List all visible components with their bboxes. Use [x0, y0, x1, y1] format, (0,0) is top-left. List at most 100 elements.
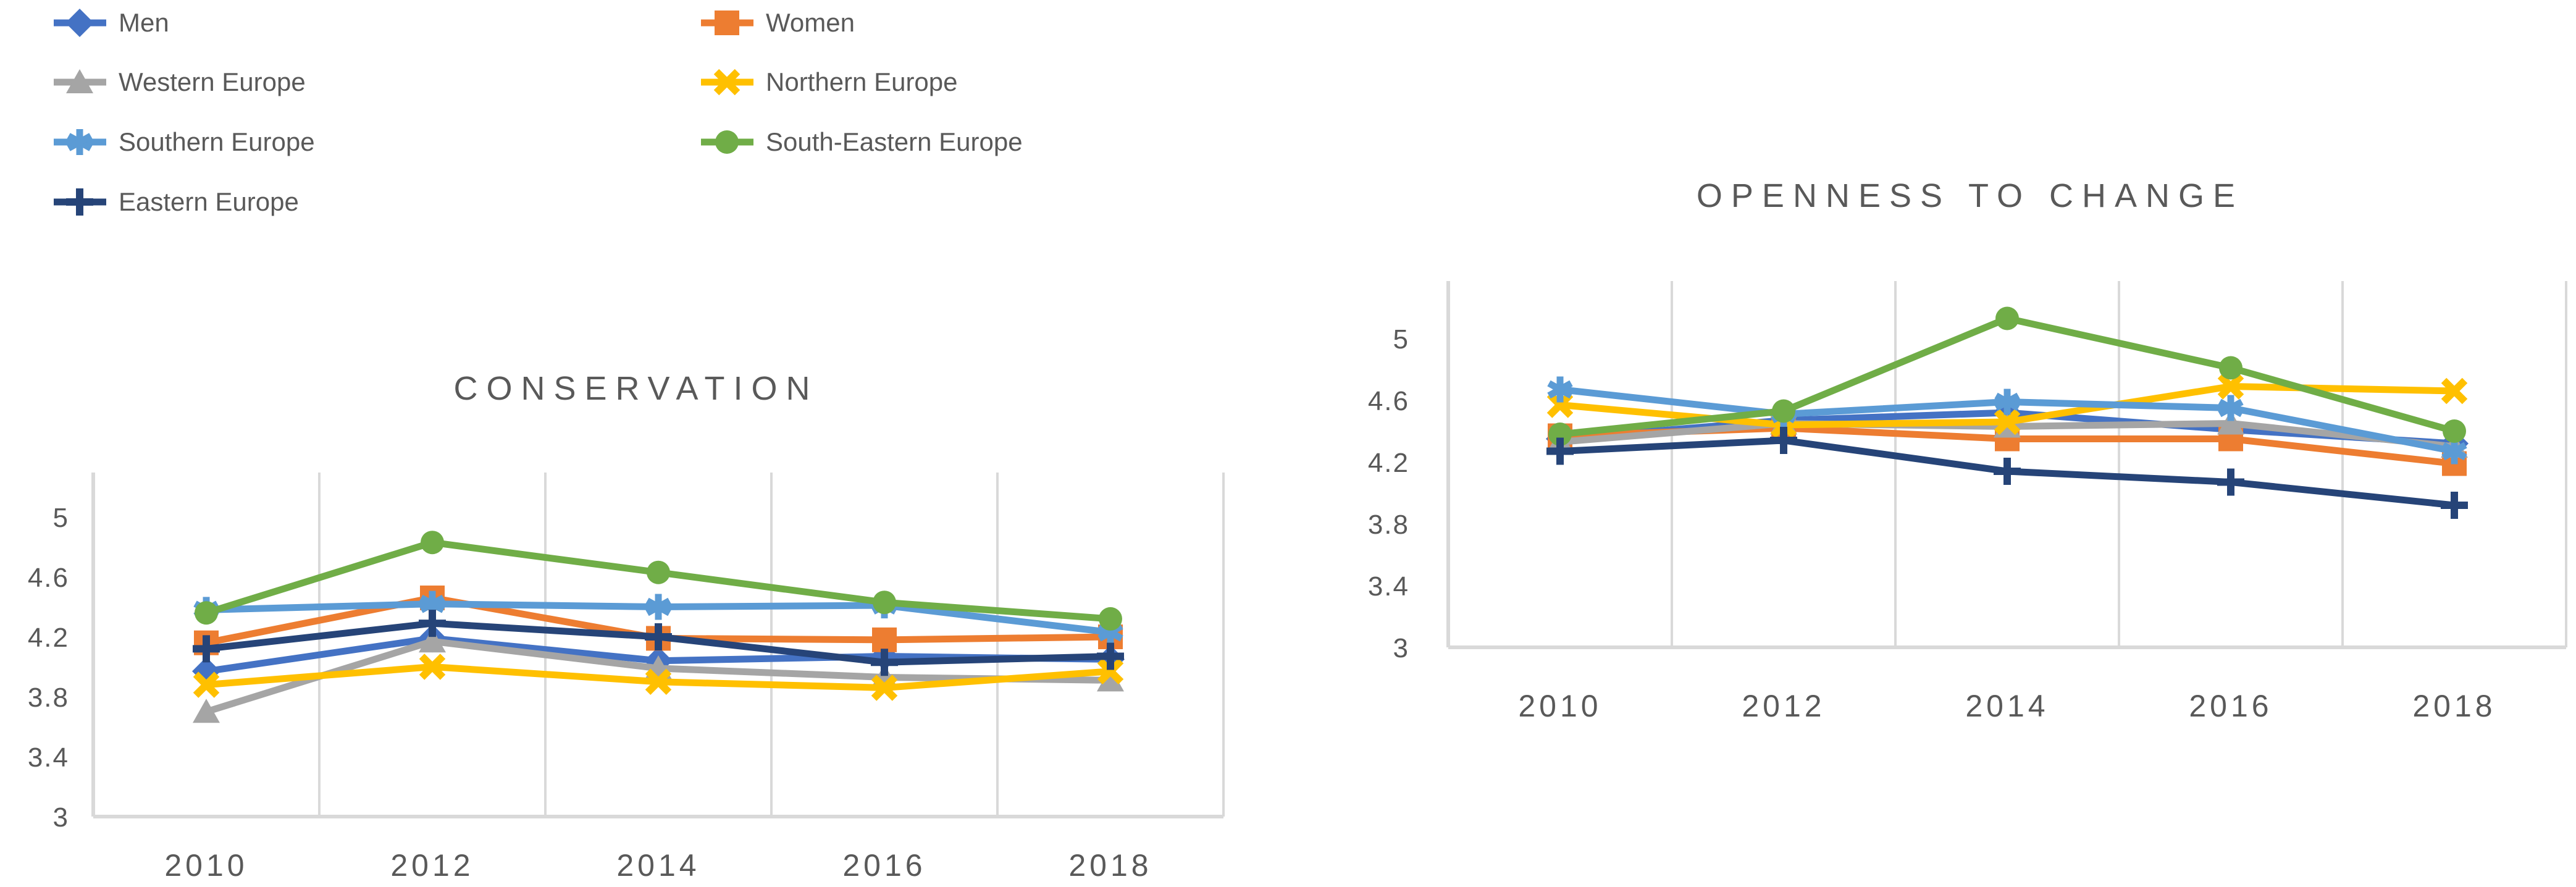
x-tick-label: 2014 — [1965, 689, 2049, 723]
y-tick-labels: 3 3.4 3.8 4.2 4.6 5 — [28, 503, 69, 833]
asterisk-marker-icon — [1547, 376, 1573, 403]
conservation-chart: 3 3.4 3.8 4.2 4.6 5 2010 2012 2014 2016 2018 — [28, 473, 1225, 883]
plus-marker-icon — [2217, 468, 2244, 496]
legend-item-women: Women — [697, 7, 855, 38]
circle-marker-icon — [195, 601, 218, 625]
x-marker-icon — [419, 654, 446, 680]
x-marker-icon — [2217, 373, 2244, 400]
legend-key-western-europe — [54, 69, 106, 93]
legend-key-southern-europe — [54, 129, 106, 155]
legend-label: Western Europe — [119, 67, 306, 96]
plus-marker-icon — [1546, 437, 1574, 465]
circle-marker-icon — [1548, 422, 1572, 446]
circle-marker-icon — [2443, 419, 2466, 443]
x-tick-labels: 2010 2012 2014 2016 2018 — [1518, 689, 2496, 723]
x-marker-icon — [1097, 658, 1124, 685]
openness-chart-title: OPENNESS TO CHANGE — [1696, 177, 2244, 214]
x-tick-label: 2012 — [1742, 689, 1825, 723]
legend-item-southern-europe: Southern Europe — [49, 127, 315, 158]
plus-marker-icon — [66, 188, 93, 216]
y-tick-label: 4.2 — [1368, 448, 1409, 478]
circle-marker-icon — [647, 560, 670, 584]
y-tick-label: 3 — [1393, 633, 1409, 663]
x-tick-label: 2018 — [2412, 689, 2496, 723]
y-tick-label: 5 — [1393, 324, 1409, 355]
series-eastern-europe — [193, 610, 1124, 676]
y-tick-label: 3 — [53, 802, 69, 833]
plus-marker-icon — [1994, 458, 2021, 485]
y-tick-label: 5 — [53, 503, 69, 533]
plus-marker-icon — [1770, 427, 1797, 454]
plus-marker-icon — [1097, 642, 1124, 670]
y-tick-label: 3.8 — [1368, 510, 1409, 540]
plus-marker-icon — [2441, 492, 2468, 519]
plus-marker-icon — [193, 635, 220, 663]
x-tick-label: 2018 — [1068, 848, 1152, 883]
circle-marker-icon — [715, 130, 739, 154]
triangle-marker-icon — [66, 69, 93, 93]
x-marker-icon — [713, 69, 740, 96]
legend-key-men — [54, 9, 106, 37]
triangle-marker-icon — [1097, 667, 1124, 692]
plus-marker-icon — [871, 649, 898, 676]
y-tick-label: 3.8 — [28, 683, 69, 713]
legend-label: Women — [766, 8, 855, 37]
gridlines — [1671, 281, 2567, 647]
legend-item-eastern-europe: Eastern Europe — [49, 187, 299, 217]
y-tick-label: 4.6 — [28, 563, 69, 593]
plus-marker-icon — [645, 623, 672, 650]
circle-marker-icon — [1995, 306, 2019, 330]
axes — [91, 473, 1223, 818]
x-marker-icon — [193, 671, 220, 698]
axes — [1446, 281, 2566, 649]
y-tick-label: 4.6 — [1368, 386, 1409, 416]
series-eastern-europe — [1546, 427, 2468, 519]
legend-label: Men — [119, 8, 169, 37]
square-marker-icon — [715, 11, 739, 35]
legend-key-south-eastern-europe — [701, 130, 753, 154]
plus-marker-icon — [419, 610, 446, 637]
x-tick-label: 2016 — [842, 848, 926, 883]
circle-marker-icon — [1772, 399, 1795, 423]
x-tick-labels: 2010 2012 2014 2016 2018 — [164, 848, 1152, 883]
legend-item-south-eastern-europe: South-Eastern Europe — [697, 127, 1023, 158]
legend-item-northern-europe: Northern Europe — [697, 67, 958, 98]
asterisk-marker-icon — [1994, 389, 2020, 415]
circle-marker-icon — [2219, 356, 2242, 380]
x-marker-icon — [1546, 392, 1574, 418]
triangle-marker-icon — [419, 628, 446, 653]
circle-marker-icon — [1099, 607, 1122, 631]
legend-item-men: Men — [49, 7, 169, 38]
legend-label: South-Eastern Europe — [766, 127, 1023, 156]
openness-to-change-chart: 3 3.4 3.8 4.2 4.6 5 2010 2012 2014 2016 2018 — [1368, 281, 2567, 723]
circle-marker-icon — [873, 591, 896, 615]
x-tick-label: 2012 — [390, 848, 474, 883]
legend-item-western-europe: Western Europe — [49, 67, 306, 98]
asterisk-marker-icon — [2218, 395, 2244, 421]
legend-key-northern-europe — [701, 69, 753, 96]
legend-label: Southern Europe — [119, 127, 315, 156]
asterisk-marker-icon — [645, 594, 671, 620]
series-northern-europe — [193, 654, 1124, 701]
x-marker-icon — [871, 675, 898, 701]
y-tick-label: 3.4 — [1368, 571, 1409, 602]
legend-key-eastern-europe — [54, 188, 106, 216]
square-marker-icon — [872, 627, 897, 652]
x-tick-label: 2016 — [2189, 689, 2272, 723]
legend-label: Eastern Europe — [119, 187, 299, 216]
x-marker-icon — [1994, 408, 2021, 435]
x-tick-label: 2014 — [616, 848, 700, 883]
legend-key-women — [701, 11, 753, 35]
triangle-marker-icon — [2217, 410, 2244, 435]
triangle-marker-icon — [193, 699, 220, 723]
diamond-marker-icon — [65, 9, 94, 37]
y-tick-label: 4.2 — [28, 623, 69, 653]
conservation-chart-title: CONSERVATION — [453, 370, 819, 407]
x-tick-label: 2010 — [1518, 689, 1601, 723]
x-tick-label: 2010 — [164, 848, 248, 883]
x-marker-icon — [645, 668, 672, 695]
x-marker-icon — [2441, 377, 2468, 405]
y-tick-labels: 3 3.4 3.8 4.2 4.6 5 — [1368, 324, 1409, 663]
